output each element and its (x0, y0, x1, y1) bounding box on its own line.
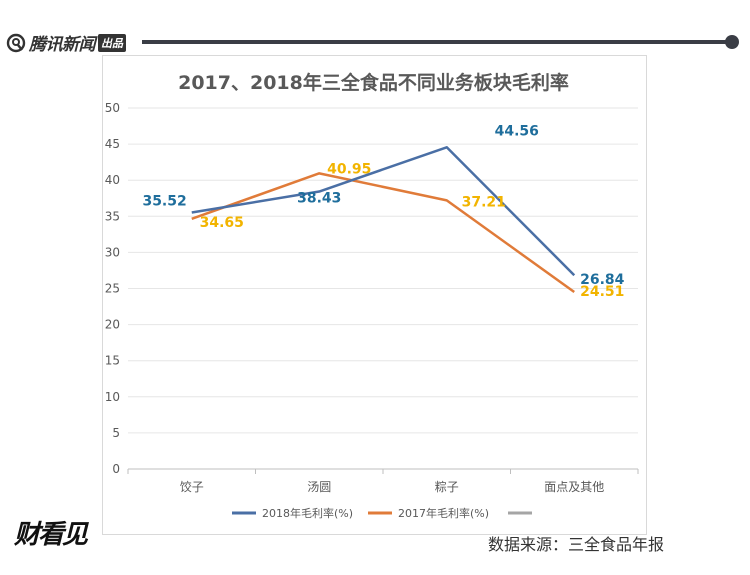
y-tick-label: 10 (105, 390, 120, 404)
legend-label: 2018年毛利率(%) (262, 506, 353, 520)
y-tick-label: 35 (105, 209, 120, 223)
data-label: 24.51 (580, 284, 624, 300)
data-label: 40.95 (327, 161, 371, 177)
x-tick-label: 粽子 (435, 479, 459, 494)
data-label: 35.52 (142, 194, 186, 210)
chart-title: 2017、2018年三全食品不同业务板块毛利率 (178, 72, 569, 94)
y-tick-label: 0 (112, 462, 120, 476)
y-tick-label: 25 (105, 282, 120, 296)
data-label: 38.43 (297, 191, 341, 207)
y-tick-label: 5 (112, 426, 120, 440)
tencent-news-logo-icon (6, 33, 26, 52)
data-source: 数据来源：三全食品年报 (488, 535, 665, 554)
caikanjian-logo: 财看见 (14, 514, 88, 551)
chart-frame (102, 55, 647, 535)
y-tick-label: 50 (105, 101, 120, 115)
brand: 腾讯新闻 出品 (6, 30, 126, 55)
x-tick-label: 饺子 (180, 479, 204, 494)
brand-name: 腾讯新闻 (29, 35, 96, 55)
x-tick-label: 面点及其他 (544, 480, 604, 494)
x-tick-label: 汤圆 (307, 480, 331, 494)
y-tick-label: 30 (105, 245, 120, 259)
y-tick-label: 15 (105, 354, 120, 368)
series-line-2017 (191, 172, 575, 294)
logo-text: 财看见 (14, 520, 88, 550)
y-tick-label: 40 (105, 173, 120, 187)
data-label: 34.65 (200, 215, 244, 231)
header-divider-dot (725, 35, 739, 49)
series-line-2018 (191, 146, 576, 277)
data-label: 26.84 (580, 272, 625, 288)
data-label: 37.21 (462, 194, 506, 210)
legend-label: 2017年毛利率(%) (398, 506, 489, 520)
brand-tag: 出品 (98, 33, 126, 52)
data-label: 44.56 (495, 123, 539, 139)
header: 腾讯新闻 出品 (0, 0, 750, 80)
header-divider (142, 40, 732, 44)
y-tick-label: 45 (105, 137, 120, 151)
y-tick-label: 20 (105, 318, 120, 332)
